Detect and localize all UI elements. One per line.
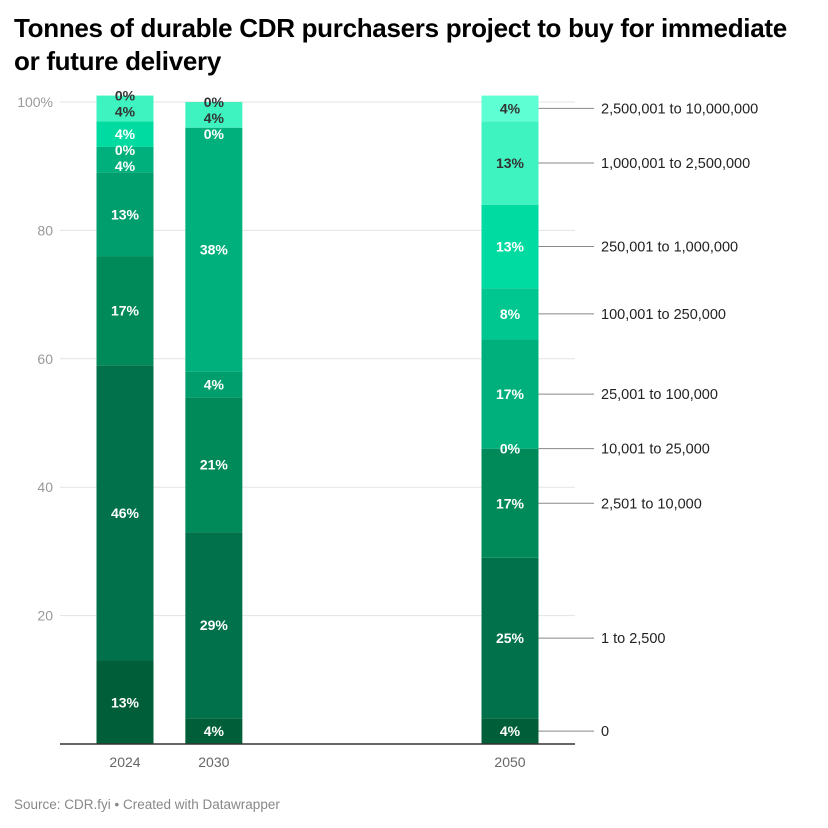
series-label: 100,001 to 250,000 (601, 307, 726, 323)
data-label: 4% (204, 110, 225, 126)
series-label: 2,500,001 to 10,000,000 (601, 101, 758, 117)
series-label: 1,000,001 to 2,500,000 (601, 156, 750, 172)
y-tick-label: 40 (37, 479, 53, 495)
bar-segment (481, 121, 539, 205)
data-label: 38% (200, 242, 229, 258)
y-tick-label: 60 (37, 351, 53, 367)
data-label: 46% (111, 505, 140, 521)
bar-segment (185, 397, 243, 533)
bar-segment (96, 95, 154, 122)
data-label: 13% (496, 155, 525, 171)
chart-title: Tonnes of durable CDR purchasers project… (14, 13, 787, 76)
data-label: 8% (500, 306, 521, 322)
bar-segment (96, 256, 154, 366)
bar-segment (185, 532, 243, 719)
data-label: 13% (111, 694, 140, 710)
bar-segment (185, 102, 243, 128)
series-label: 2,501 to 10,000 (601, 496, 702, 512)
y-tick-label: 100% (17, 94, 53, 110)
data-label: 4% (115, 158, 136, 174)
x-tick-label: 2050 (494, 754, 525, 770)
data-label: 0% (500, 441, 521, 457)
bar-segment (96, 365, 154, 661)
bar-segment (481, 339, 539, 449)
bar-segment (96, 172, 154, 257)
source-note: Source: CDR.fyi • Created with Datawrapp… (14, 797, 280, 812)
bar-segment (481, 718, 539, 744)
bar-segment (481, 95, 539, 122)
x-tick-label: 2030 (198, 754, 229, 770)
data-label: 4% (204, 723, 225, 739)
data-label: 25% (496, 630, 525, 646)
data-label: 17% (496, 495, 525, 511)
data-label: 0% (204, 126, 225, 142)
data-label: 0% (115, 142, 136, 158)
data-label: 4% (115, 104, 136, 120)
y-tick-label: 80 (37, 222, 53, 238)
data-label: 17% (496, 386, 525, 402)
bar-segment (185, 718, 243, 744)
series-label: 10,001 to 25,000 (601, 442, 710, 458)
data-label: 4% (500, 723, 521, 739)
data-label: 4% (115, 126, 136, 142)
data-label: 0% (204, 94, 225, 110)
data-label: 4% (204, 376, 225, 392)
series-label: 0 (601, 724, 609, 740)
bar-segment (481, 204, 539, 289)
bar-segment (481, 448, 539, 558)
series-label: 25,001 to 100,000 (601, 387, 718, 403)
bar-segment (481, 288, 539, 340)
x-tick-label: 2024 (109, 754, 140, 770)
y-tick-label: 20 (37, 608, 53, 624)
bar-segment (185, 127, 243, 372)
series-label: 250,001 to 1,000,000 (601, 239, 738, 255)
data-label: 17% (111, 303, 140, 319)
bar-segment (96, 146, 154, 173)
data-label: 4% (500, 100, 521, 116)
series-label: 1 to 2,500 (601, 631, 666, 647)
data-label: 29% (200, 617, 229, 633)
bar-segment (481, 557, 539, 719)
bar-segment (96, 660, 154, 744)
data-label: 21% (200, 457, 229, 473)
data-label: 13% (111, 206, 140, 222)
bar-segment (185, 371, 243, 398)
data-label: 0% (115, 88, 136, 104)
bar-segment (96, 121, 154, 147)
data-label: 13% (496, 238, 525, 254)
